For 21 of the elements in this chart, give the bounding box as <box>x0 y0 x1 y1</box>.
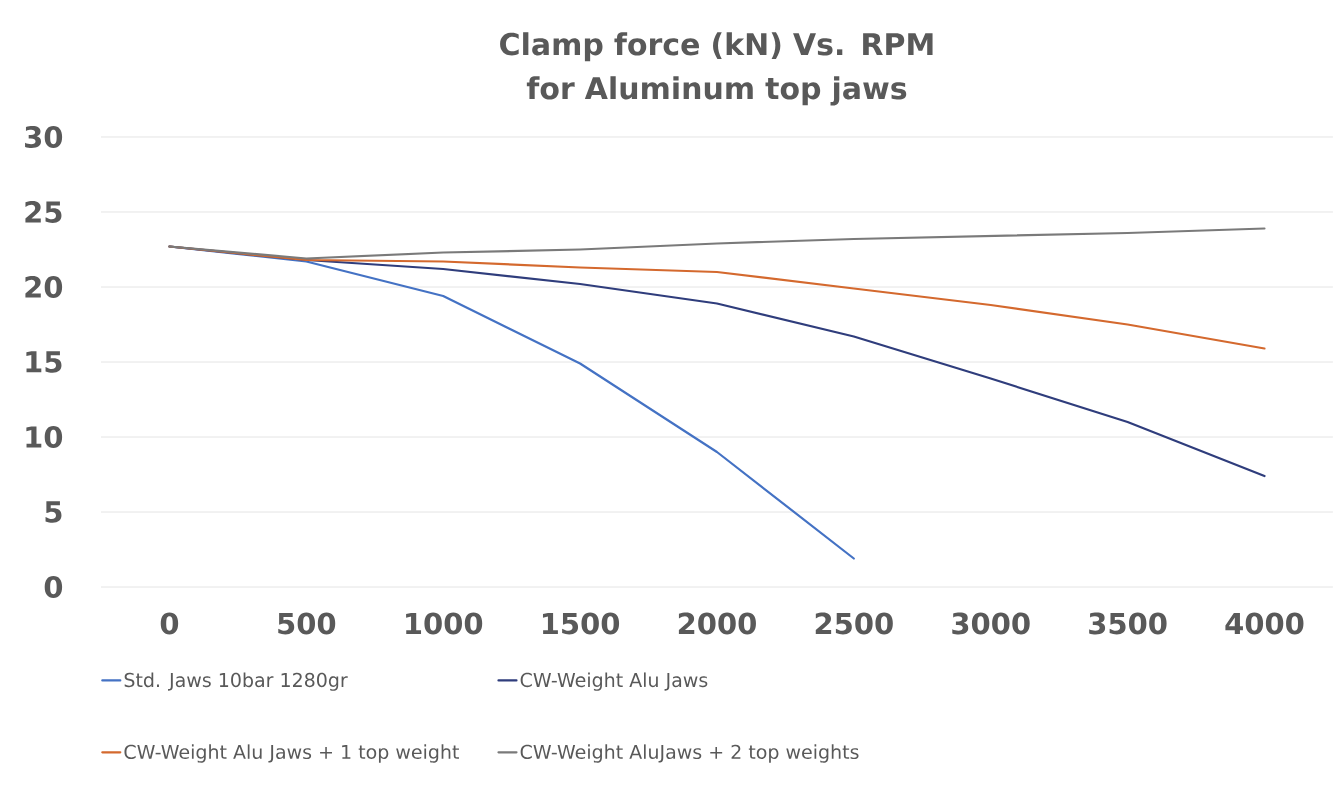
x-tick-label: 4000 <box>1225 612 1304 635</box>
y-tick-label: 10 <box>26 426 63 448</box>
x-tick-label: 500 <box>278 612 336 635</box>
x-tick-label: 0 <box>160 612 179 635</box>
legend-label: CW-Weight Alu Jaws + 1 top weight <box>124 744 459 763</box>
x-tick-label: 1000 <box>406 612 483 635</box>
y-tick-label: 0 <box>44 576 63 598</box>
y-tick-label: 25 <box>25 201 62 223</box>
x-tick-label: 2500 <box>815 612 893 635</box>
x-tick-label: 1500 <box>542 612 620 635</box>
x-tick-label: 3000 <box>952 612 1030 635</box>
y-tick-label: 30 <box>25 126 63 148</box>
legend-label: CW-Weight AluJaws + 2 top weights <box>520 744 859 763</box>
legend-label: CW-Weight Alu Jaws <box>520 672 708 691</box>
y-tick-label: 15 <box>26 351 62 373</box>
y-tick-label: 20 <box>25 276 63 298</box>
legend-label: Std. Jaws 10bar 1280gr <box>124 672 348 691</box>
chart-title: Clamp force (kN) Vs. RPM for Aluminum top jaws <box>500 32 933 106</box>
y-tick-label: 5 <box>45 501 62 523</box>
x-tick-label: 2000 <box>678 612 756 635</box>
x-tick-label: 3500 <box>1089 612 1167 635</box>
